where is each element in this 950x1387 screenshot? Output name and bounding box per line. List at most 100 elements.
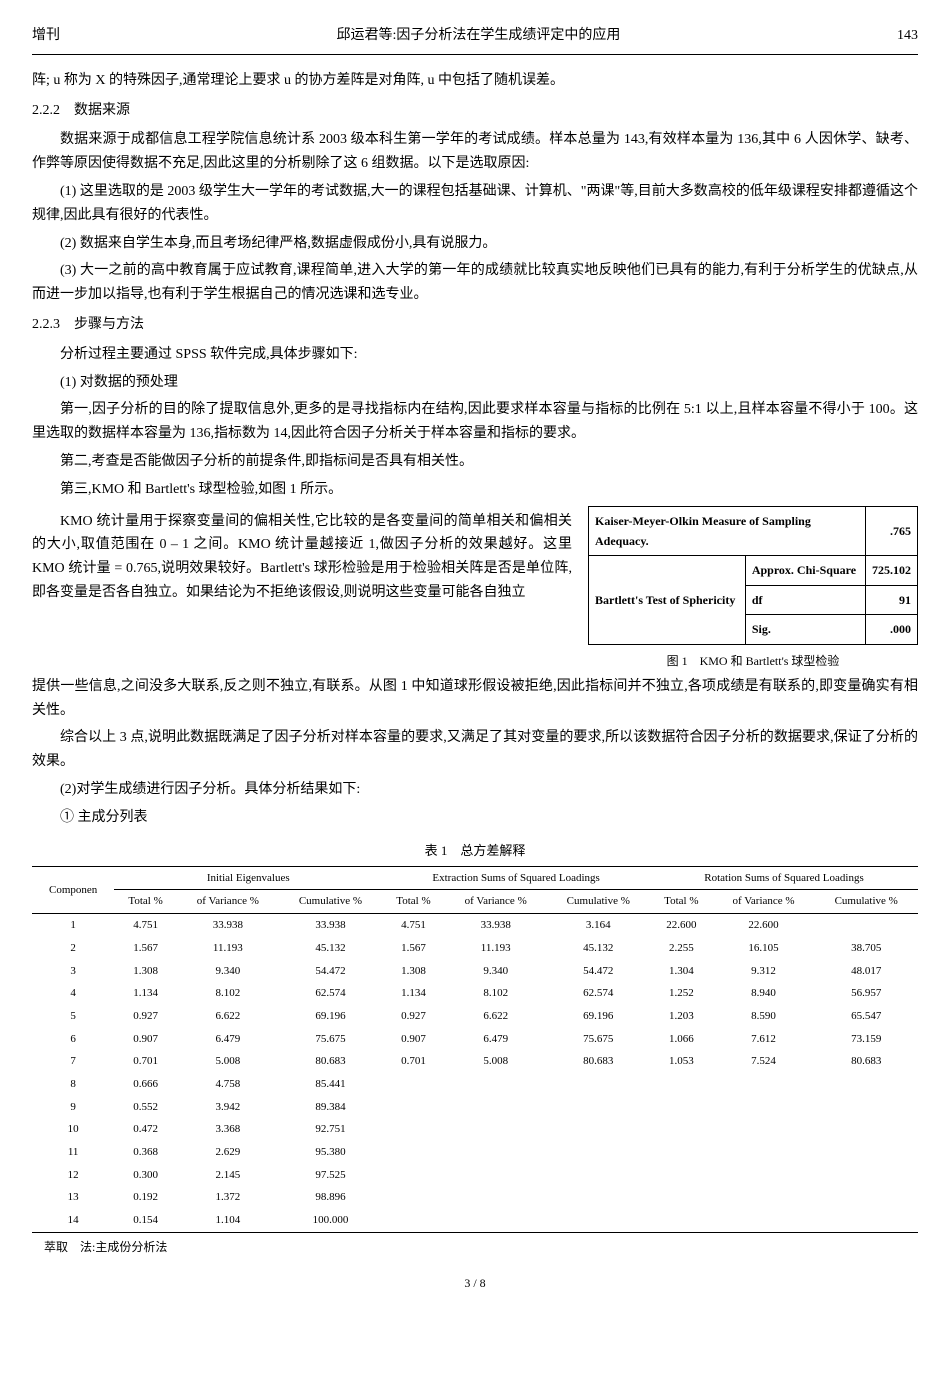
table-cell: 95.380 bbox=[279, 1141, 382, 1164]
table-cell: 54.472 bbox=[279, 960, 382, 983]
table-row: 50.9276.62269.1960.9276.62269.1961.2038.… bbox=[32, 1005, 918, 1028]
table-row: 120.3002.14597.525 bbox=[32, 1164, 918, 1187]
bartlett-df-label: df bbox=[745, 585, 865, 614]
table-cell bbox=[713, 1186, 815, 1209]
table-cell: 12 bbox=[32, 1164, 114, 1187]
table-cell bbox=[814, 914, 918, 937]
col-i-var: of Variance % bbox=[177, 890, 279, 914]
para-matrix: 阵; u 称为 X 的特殊因子,通常理论上要求 u 的协方差阵是对角阵, u 中… bbox=[32, 69, 918, 93]
table-row: 70.7015.00880.6830.7015.00880.6831.0537.… bbox=[32, 1050, 918, 1073]
table-row: 140.1541.104100.000 bbox=[32, 1209, 918, 1232]
table-cell: 8.102 bbox=[445, 982, 547, 1005]
table-cell: 8.940 bbox=[713, 982, 815, 1005]
table-cell: 9 bbox=[32, 1096, 114, 1119]
table-row: 14.75133.93833.9384.75133.9383.16422.600… bbox=[32, 914, 918, 937]
table-cell: 0.552 bbox=[114, 1096, 177, 1119]
table-cell: 1.134 bbox=[114, 982, 177, 1005]
table-cell bbox=[814, 1186, 918, 1209]
table-cell bbox=[445, 1118, 547, 1141]
section-222: 2.2.2 数据来源 bbox=[32, 99, 918, 123]
kmo-value: .765 bbox=[865, 506, 917, 556]
table-cell: 85.441 bbox=[279, 1073, 382, 1096]
table-cell: 3.942 bbox=[177, 1096, 279, 1119]
table-cell: 0.907 bbox=[114, 1028, 177, 1051]
grp-extract: Extraction Sums of Squared Loadings bbox=[382, 866, 650, 890]
table-cell bbox=[547, 1073, 650, 1096]
table-cell bbox=[650, 1164, 713, 1187]
table-cell: 9.340 bbox=[177, 960, 279, 983]
table-cell: 8.102 bbox=[177, 982, 279, 1005]
table-cell: 62.574 bbox=[547, 982, 650, 1005]
table-cell: 7.524 bbox=[713, 1050, 815, 1073]
table-cell bbox=[445, 1096, 547, 1119]
col-i-cum: Cumulative % bbox=[279, 890, 382, 914]
table-row: 31.3089.34054.4721.3089.34054.4721.3049.… bbox=[32, 960, 918, 983]
col-e-var: of Variance % bbox=[445, 890, 547, 914]
bartlett-chi-value: 725.102 bbox=[865, 556, 917, 585]
table-cell: 1.053 bbox=[650, 1050, 713, 1073]
table-cell: 1.308 bbox=[114, 960, 177, 983]
table-cell: 75.675 bbox=[279, 1028, 382, 1051]
table-cell bbox=[382, 1096, 445, 1119]
col-r-var: of Variance % bbox=[713, 890, 815, 914]
page-number: 3 / 8 bbox=[32, 1273, 918, 1293]
section-223: 2.2.3 步骤与方法 bbox=[32, 313, 918, 337]
table-cell: 0.701 bbox=[382, 1050, 445, 1073]
table-cell bbox=[650, 1096, 713, 1119]
table-cell: 97.525 bbox=[279, 1164, 382, 1187]
table-row: 60.9076.47975.6750.9076.47975.6751.0667.… bbox=[32, 1028, 918, 1051]
table-cell bbox=[814, 1096, 918, 1119]
table-cell: 22.600 bbox=[713, 914, 815, 937]
table-cell: 0.701 bbox=[114, 1050, 177, 1073]
col-component: Componen bbox=[32, 866, 114, 913]
table-cell bbox=[814, 1073, 918, 1096]
para-source: 数据来源于成都信息工程学院信息统计系 2003 级本科生第一学年的考试成绩。样本… bbox=[32, 128, 918, 176]
table-cell: 11.193 bbox=[445, 937, 547, 960]
table-cell: 69.196 bbox=[547, 1005, 650, 1028]
grp-initial: Initial Eigenvalues bbox=[114, 866, 382, 890]
table-cell: 4.751 bbox=[382, 914, 445, 937]
table-cell: 9.312 bbox=[713, 960, 815, 983]
table-cell: 6.622 bbox=[177, 1005, 279, 1028]
col-e-cum: Cumulative % bbox=[547, 890, 650, 914]
table-cell bbox=[650, 1073, 713, 1096]
table-cell bbox=[382, 1186, 445, 1209]
table-cell: 2.255 bbox=[650, 937, 713, 960]
table-cell: 54.472 bbox=[547, 960, 650, 983]
variance-table: Componen Initial Eigenvalues Extraction … bbox=[32, 866, 918, 1233]
table-cell bbox=[382, 1209, 445, 1232]
bartlett-chi-label: Approx. Chi-Square bbox=[745, 556, 865, 585]
table-cell: 4.758 bbox=[177, 1073, 279, 1096]
table-cell bbox=[445, 1209, 547, 1232]
table-cell: 14 bbox=[32, 1209, 114, 1232]
table-cell: 2 bbox=[32, 937, 114, 960]
table-cell: 0.927 bbox=[114, 1005, 177, 1028]
bartlett-sig-value: .000 bbox=[865, 615, 917, 644]
table-cell: 73.159 bbox=[814, 1028, 918, 1051]
bartlett-df-value: 91 bbox=[865, 585, 917, 614]
table-cell: 56.957 bbox=[814, 982, 918, 1005]
table-cell: 0.927 bbox=[382, 1005, 445, 1028]
para-reason2: (2) 数据来自学生本身,而且考场纪律严格,数据虚假成份小,具有说服力。 bbox=[32, 232, 918, 256]
table-cell bbox=[445, 1073, 547, 1096]
table-cell: 0.907 bbox=[382, 1028, 445, 1051]
para-preprocess: (1) 对数据的预处理 bbox=[32, 371, 918, 395]
table-cell: 1.308 bbox=[382, 960, 445, 983]
table-cell bbox=[382, 1164, 445, 1187]
table-cell: 6.622 bbox=[445, 1005, 547, 1028]
table-cell: 80.683 bbox=[547, 1050, 650, 1073]
table-cell: 4 bbox=[32, 982, 114, 1005]
table-cell: 1.252 bbox=[650, 982, 713, 1005]
table-cell bbox=[382, 1141, 445, 1164]
table-cell bbox=[547, 1186, 650, 1209]
para-pca-list: ① 主成分列表 bbox=[32, 806, 918, 830]
table-cell bbox=[713, 1209, 815, 1232]
table-cell: 62.574 bbox=[279, 982, 382, 1005]
table-cell: 0.368 bbox=[114, 1141, 177, 1164]
table-cell: 69.196 bbox=[279, 1005, 382, 1028]
table-cell bbox=[382, 1118, 445, 1141]
bartlett-label: Bartlett's Test of Sphericity bbox=[589, 556, 746, 644]
header-center: 邱运君等:因子分析法在学生成绩评定中的应用 bbox=[60, 24, 897, 48]
table-cell: 5.008 bbox=[445, 1050, 547, 1073]
para-third: 第三,KMO 和 Bartlett's 球型检验,如图 1 所示。 bbox=[32, 478, 918, 502]
